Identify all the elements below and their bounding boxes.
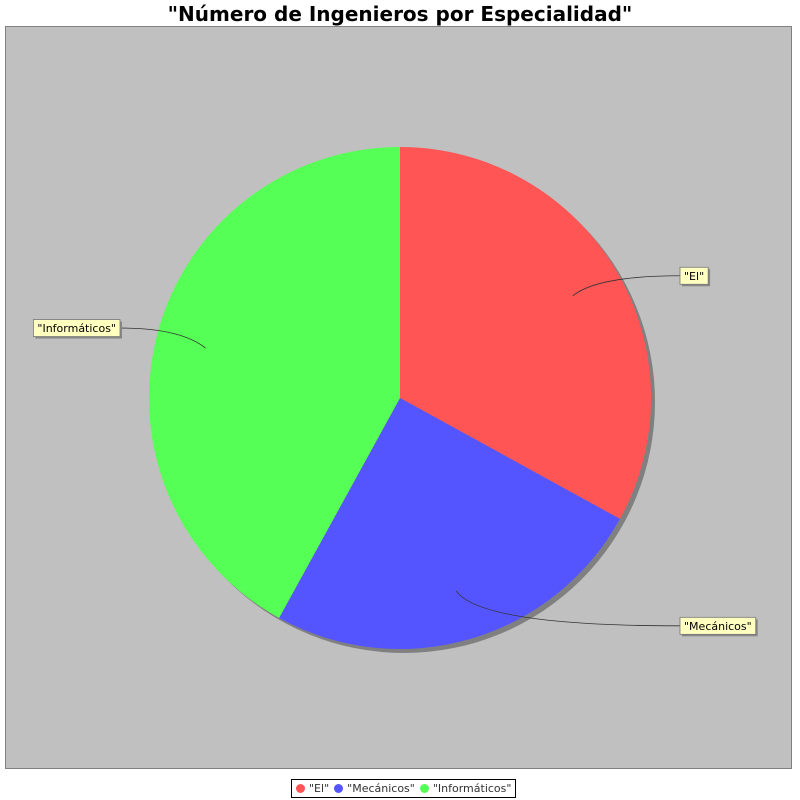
slice-label-informaticos: "Informáticos": [32, 319, 122, 339]
chart-title: "Número de Ingenieros por Especialidad": [167, 2, 633, 26]
pie-slice-mecanicos[interactable]: [279, 398, 620, 649]
legend-item-el: "El": [296, 782, 329, 795]
legend-swatch-el: [296, 784, 305, 793]
pie-slice-informaticos[interactable]: [148, 147, 400, 618]
legend-swatch-informaticos: [419, 784, 429, 793]
legend-item-mecanicos: "Mecánicos": [334, 782, 415, 795]
legend-label-informaticos: "Informáticos": [432, 782, 512, 795]
leader-line-mecanicos: [455, 590, 681, 627]
pie-slice-el[interactable]: [400, 147, 651, 519]
slice-label-text-informaticos: "Informáticos": [37, 322, 116, 335]
leader-line-el: [572, 275, 681, 297]
slice-label-text-el: "El": [684, 270, 704, 283]
slice-label-text-mecanicos: "Mecánicos": [684, 620, 752, 633]
legend-item-informaticos: "Informáticos": [419, 782, 512, 795]
slice-label-mecanicos: "Mecánicos": [679, 616, 758, 637]
legend: "El" "Mecánicos" "Informáticos": [291, 779, 517, 798]
pie-chart: "El" "Mecánicos" "Informáticos": [32, 147, 758, 653]
legend-label-mecanicos: "Mecánicos": [347, 782, 415, 795]
leader-line-informaticos: [119, 327, 206, 349]
legend-label-el: "El": [309, 782, 330, 795]
slice-label-el: "El": [679, 266, 711, 287]
legend-swatch-mecanicos: [334, 784, 344, 793]
